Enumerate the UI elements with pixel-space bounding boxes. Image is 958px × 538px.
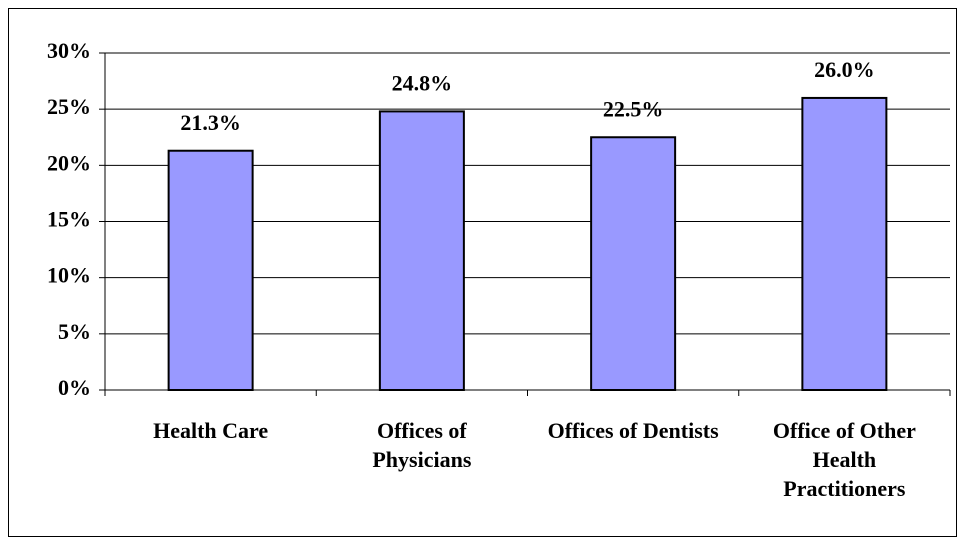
y-tick-label: 30% xyxy=(47,38,91,63)
value-label: 24.8% xyxy=(392,70,453,95)
chart-border xyxy=(8,8,957,537)
bar xyxy=(590,136,677,391)
y-tick-label: 15% xyxy=(47,207,91,232)
x-tick-label: Offices of Physicians xyxy=(372,418,472,472)
bar xyxy=(801,96,888,392)
y-tick-label: 5% xyxy=(58,319,91,344)
y-tick-label: 10% xyxy=(47,263,91,288)
x-tick-label: Offices of Dentists xyxy=(547,418,719,443)
value-label: 22.5% xyxy=(603,96,664,121)
y-tick-label: 20% xyxy=(47,150,91,175)
bar xyxy=(167,149,254,391)
value-label: 26.0% xyxy=(814,57,875,82)
x-tick-label: Health Care xyxy=(153,418,269,443)
bar xyxy=(378,110,465,391)
y-tick-label: 25% xyxy=(47,94,91,119)
y-tick-label: 0% xyxy=(58,375,91,400)
value-label: 21.3% xyxy=(180,110,241,135)
x-tick-label: Office of Other Health Practitioners xyxy=(772,418,916,501)
